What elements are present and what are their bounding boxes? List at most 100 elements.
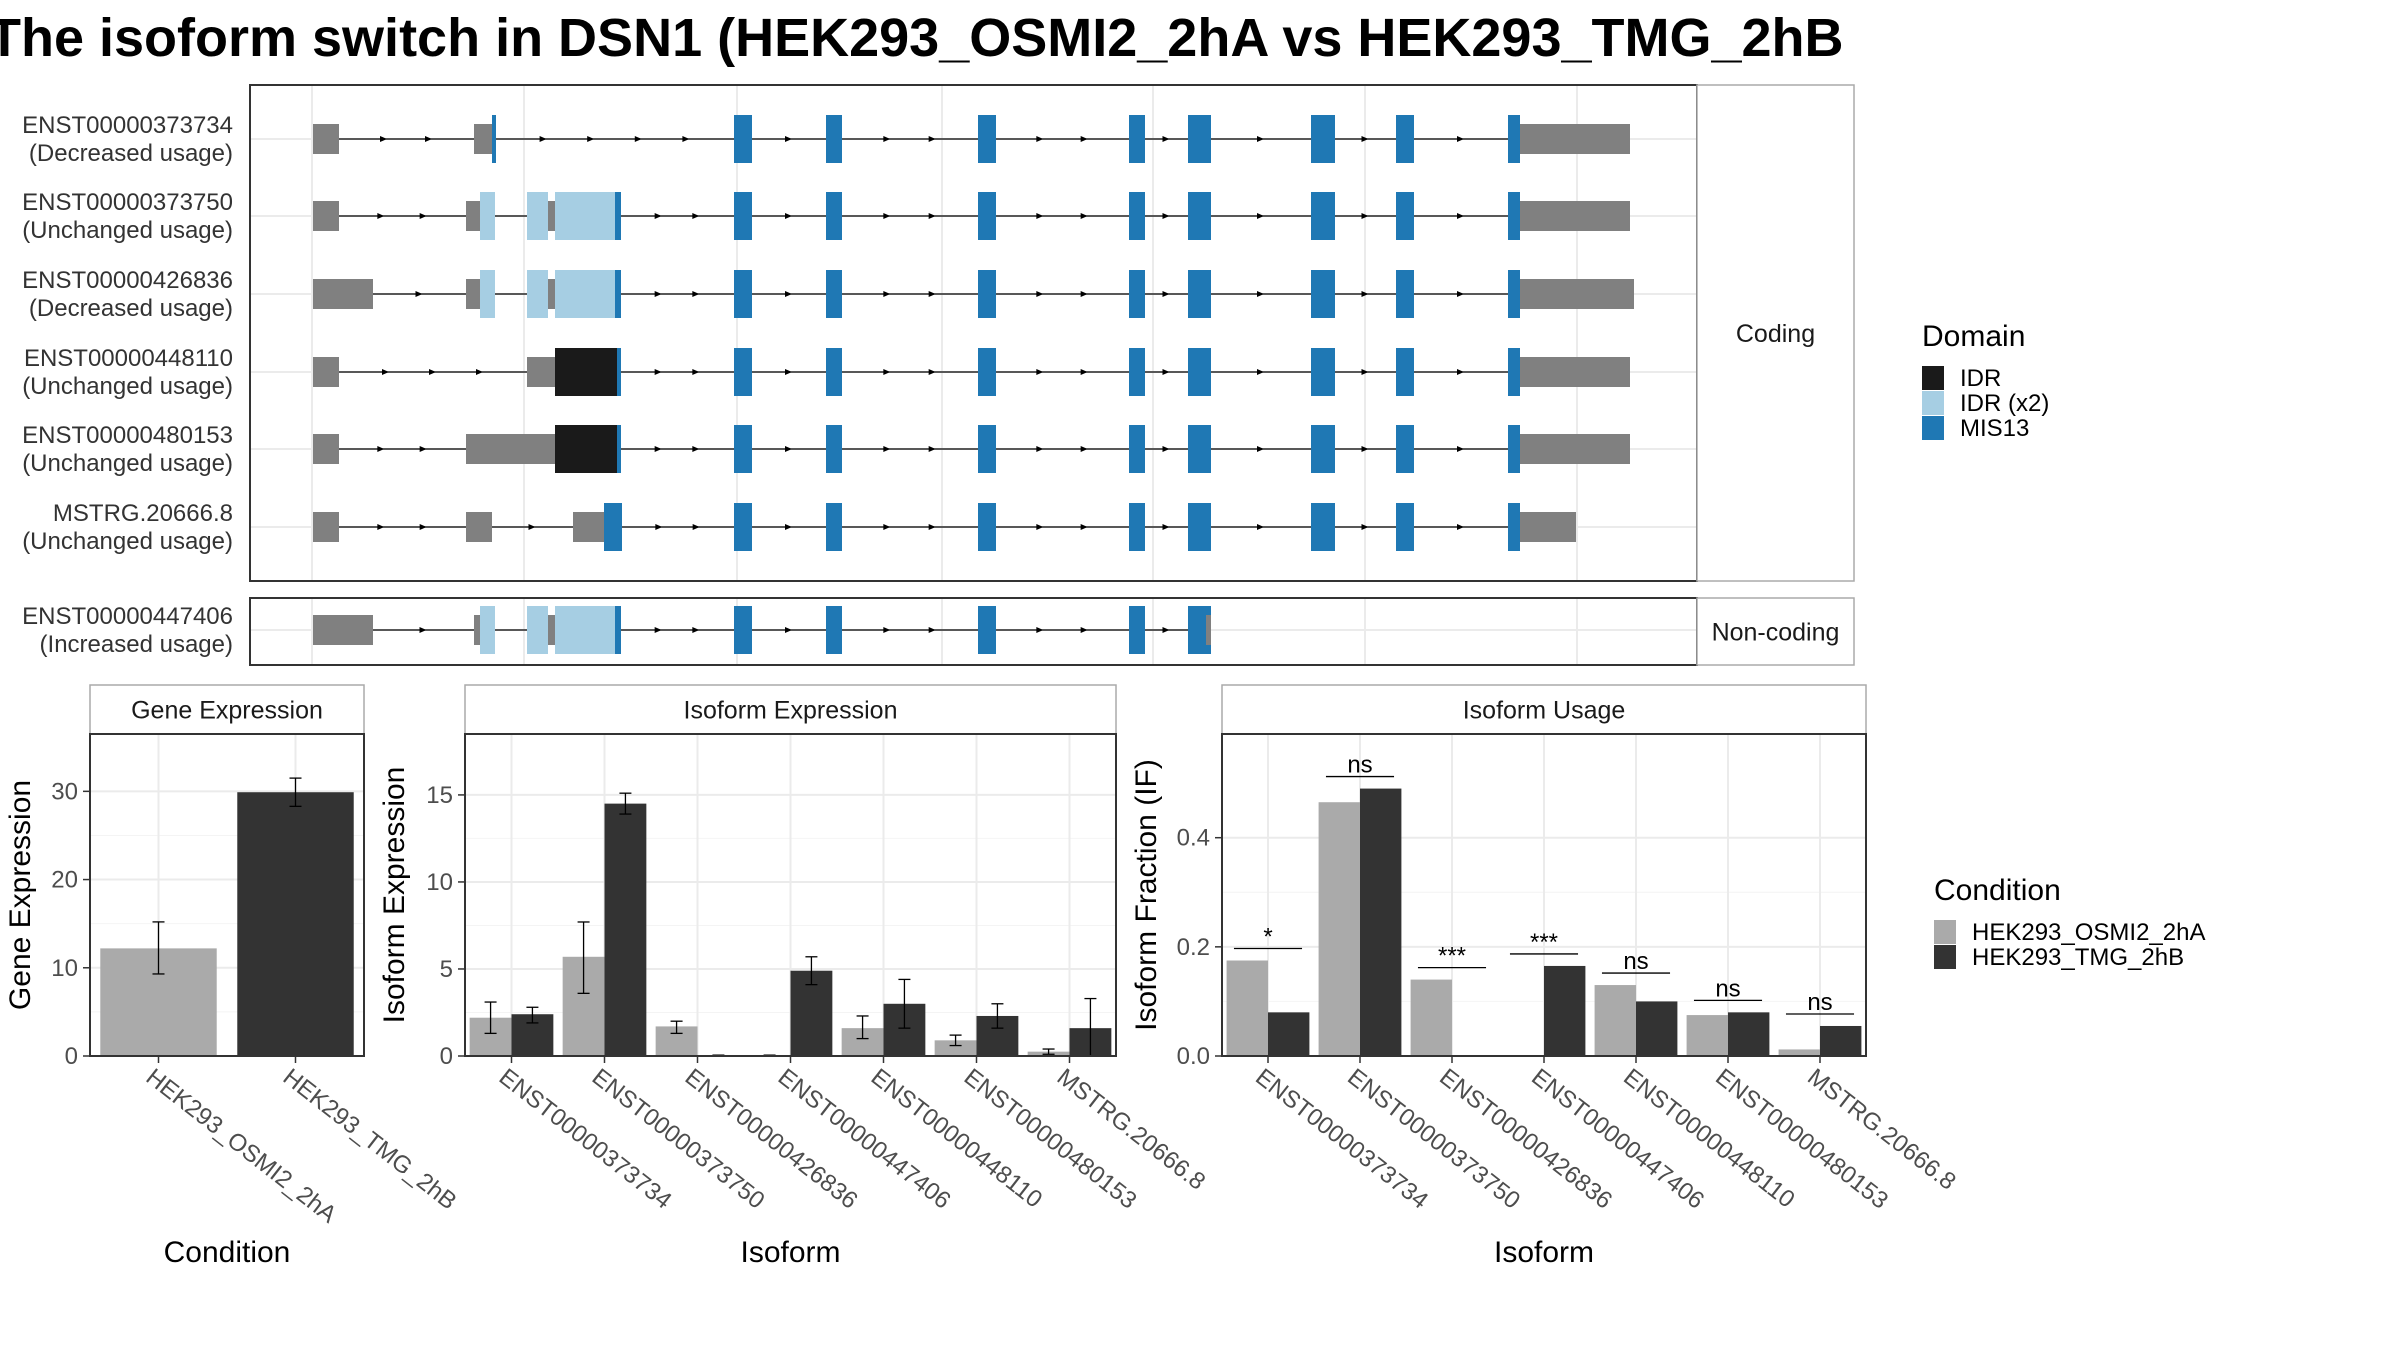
track-id-label: ENST00000480153 — [22, 422, 233, 449]
utr-exon — [1520, 434, 1532, 464]
intron-arrow — [785, 446, 792, 452]
bar — [1686, 1015, 1728, 1056]
domain-exon — [734, 115, 752, 163]
intron-arrow — [429, 369, 436, 375]
bar — [1594, 985, 1636, 1056]
intron-arrow — [928, 369, 936, 375]
domain-exon — [826, 270, 842, 318]
intron-arrow — [1080, 524, 1088, 530]
intron-arrow — [528, 524, 536, 530]
bar — [237, 792, 354, 1056]
domain-exon — [1311, 192, 1335, 240]
bar — [1778, 1049, 1820, 1056]
legend-key — [1934, 945, 1956, 969]
domain-exon — [480, 192, 495, 240]
bar — [1636, 1001, 1678, 1056]
intron-arrow — [1080, 136, 1088, 142]
domain-exon — [555, 270, 615, 318]
intron-arrow — [1457, 213, 1464, 219]
intron-arrow — [1257, 369, 1264, 375]
intron-arrow — [928, 446, 936, 452]
significance-label: ns — [1623, 948, 1648, 975]
bar — [1226, 960, 1268, 1056]
intron-arrow — [1257, 136, 1264, 142]
track-usage-label: (Decreased usage) — [29, 140, 233, 167]
isoform-expression-panel: Isoform Expression051015ENST00000373734E… — [378, 684, 1210, 1269]
bar — [1410, 979, 1452, 1056]
domain-exon — [480, 270, 495, 318]
domain-exon — [1188, 503, 1211, 551]
intron-arrow — [425, 136, 432, 142]
x-tick-label: MSTRG.20666.8 — [1802, 1063, 1961, 1195]
y-tick-label: 0.0 — [1177, 1043, 1210, 1070]
intron-arrow — [928, 136, 936, 142]
y-tick-label: 0.4 — [1177, 825, 1210, 852]
utr-exon — [548, 615, 555, 645]
intron-arrow — [928, 627, 936, 633]
intron-arrow — [883, 213, 891, 219]
structure-panel-bg — [250, 85, 1697, 581]
intron-arrow — [1036, 136, 1044, 142]
domain-exon — [1508, 425, 1520, 473]
domain-exon — [1129, 606, 1145, 654]
intron-arrow — [692, 369, 700, 375]
intron-arrow — [654, 291, 662, 297]
strip-bg — [1696, 84, 1855, 582]
x-tick-label: ENST00000373750 — [1342, 1063, 1525, 1214]
strip-bg — [1696, 597, 1855, 666]
intron-arrow — [883, 136, 891, 142]
domain-exon — [734, 606, 752, 654]
strip-bg — [1221, 684, 1867, 735]
panel-title: Isoform Expression — [684, 697, 898, 725]
legend-label: IDR — [1960, 365, 2001, 392]
intron-arrow — [1162, 627, 1170, 633]
x-tick-label: ENST00000448110 — [1618, 1063, 1799, 1213]
utr-exon — [548, 201, 555, 231]
intron-arrow — [692, 446, 700, 452]
intron-arrow — [1361, 524, 1369, 530]
intron-arrow — [1457, 446, 1464, 452]
significance-label: * — [1263, 923, 1272, 950]
intron-arrow — [1361, 213, 1369, 219]
domain-exon — [826, 425, 842, 473]
domain-exon — [615, 192, 621, 240]
domain-exon — [1396, 503, 1414, 551]
intron-arrow — [1036, 369, 1044, 375]
domain-exon — [1311, 115, 1335, 163]
domain-exon — [615, 270, 621, 318]
intron-arrow — [1457, 524, 1464, 530]
intron-arrow — [785, 524, 792, 530]
x-tick-label: ENST00000373750 — [587, 1063, 770, 1214]
bar — [1360, 788, 1402, 1056]
domain-exon — [1311, 503, 1335, 551]
intron-arrow — [785, 291, 792, 297]
strip-bg — [464, 684, 1117, 735]
intron-arrow — [539, 136, 547, 142]
bar — [1318, 802, 1360, 1056]
intron-arrow — [1080, 627, 1088, 633]
domain-exon — [617, 348, 621, 396]
domain-exon — [555, 425, 617, 473]
domain-exon — [826, 503, 842, 551]
intron-arrow — [419, 446, 427, 452]
domain-exon — [1188, 606, 1206, 654]
significance-label: *** — [1530, 929, 1558, 956]
panel-border — [89, 733, 365, 1057]
domain-exon — [1508, 503, 1520, 551]
domain-exon — [1311, 270, 1335, 318]
intron-arrow — [382, 369, 389, 375]
domain-exon — [1396, 192, 1414, 240]
panel-border — [464, 733, 1117, 1057]
utr-exon — [313, 615, 373, 645]
panel-title: Isoform Usage — [1463, 697, 1626, 725]
strip-label: Non-coding — [1712, 619, 1840, 647]
domain-exon — [734, 425, 752, 473]
domain-exon — [826, 115, 842, 163]
panel-border — [1221, 733, 1867, 1057]
domain-exon — [555, 348, 617, 396]
domain-exon — [1129, 425, 1145, 473]
bar — [1820, 1025, 1862, 1056]
domain-exon — [978, 425, 996, 473]
